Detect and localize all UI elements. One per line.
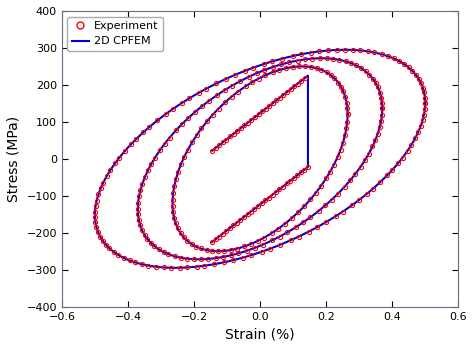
Y-axis label: Stress (MPa): Stress (MPa) bbox=[7, 116, 21, 202]
X-axis label: Strain (%): Strain (%) bbox=[225, 327, 295, 341]
Legend: Experiment, 2D CPFEM: Experiment, 2D CPFEM bbox=[67, 16, 163, 51]
